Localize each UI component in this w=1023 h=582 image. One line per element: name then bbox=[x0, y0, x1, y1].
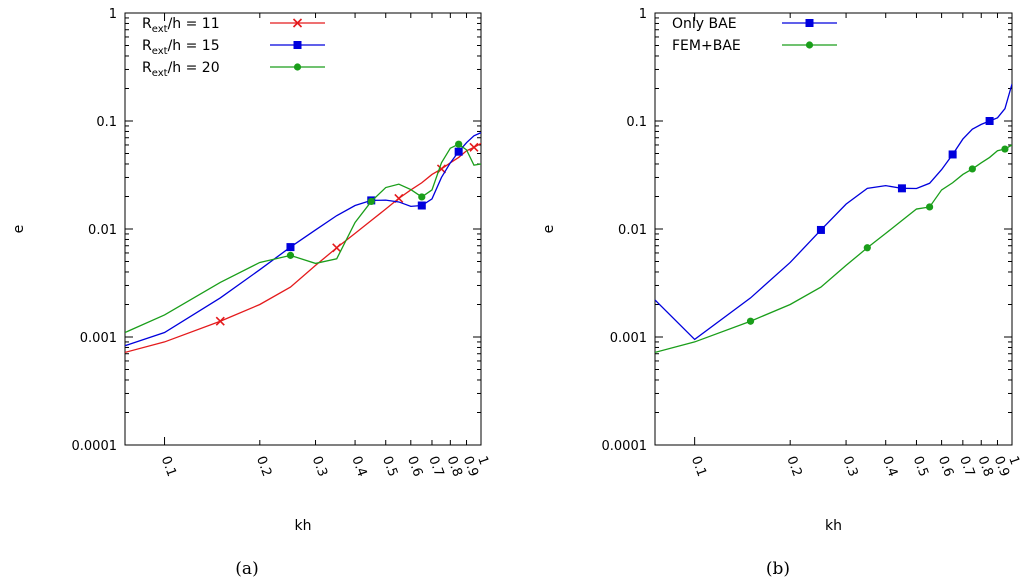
x-tick-label: 0.3 bbox=[839, 454, 860, 479]
y-tick-label: 0.0001 bbox=[602, 439, 648, 454]
x-tick-label: 0.4 bbox=[879, 454, 900, 479]
x-tick-label: 0.9 bbox=[991, 454, 1012, 479]
x-tick-label: 1 bbox=[1005, 454, 1022, 467]
series-group bbox=[655, 83, 1012, 354]
legend-label: Rext/h = 15 bbox=[142, 38, 220, 57]
series-marker bbox=[286, 251, 295, 259]
series-line bbox=[655, 83, 1012, 341]
series-marker bbox=[454, 147, 463, 156]
y-tick-label: 0.0001 bbox=[72, 439, 118, 454]
y-tick-label: 0.01 bbox=[88, 223, 117, 238]
y-tick-label: 0.001 bbox=[610, 331, 647, 346]
series-marker bbox=[816, 225, 825, 234]
y-tick-label: 1 bbox=[639, 7, 647, 22]
series-marker bbox=[286, 243, 295, 252]
chart-panel-a: 0.0001 0.001 0.01 0.1 1 0.1 0.2 0.3 0.4 0.5 0.6 0.7… bbox=[11, 7, 491, 579]
legend-swatch-marker bbox=[293, 41, 302, 49]
legend-label: FEM+BAE bbox=[672, 38, 741, 54]
panel-caption: (b) bbox=[766, 559, 790, 579]
x-tick-label: 1 bbox=[474, 454, 491, 467]
plot-frame bbox=[124, 12, 482, 446]
x-tick-label: 0.1 bbox=[688, 454, 709, 479]
x-tick-label: 0.8 bbox=[974, 454, 995, 479]
legend-swatch-marker bbox=[805, 41, 814, 49]
x-tick-label: 0.5 bbox=[379, 454, 400, 479]
series-marker bbox=[926, 203, 934, 211]
series-marker bbox=[332, 243, 342, 253]
x-axis-label: kh bbox=[825, 518, 842, 534]
legend-swatch-marker bbox=[293, 63, 302, 71]
legend-swatch-marker bbox=[805, 19, 814, 27]
series-marker bbox=[1001, 145, 1009, 153]
series-marker bbox=[215, 316, 225, 326]
series-marker bbox=[746, 317, 755, 325]
series-marker bbox=[367, 197, 375, 206]
series-marker bbox=[985, 117, 994, 125]
series-line bbox=[125, 142, 481, 354]
series-marker bbox=[968, 165, 976, 173]
y-tick-label: 0.1 bbox=[626, 115, 647, 130]
series-marker bbox=[863, 244, 871, 252]
series-marker bbox=[469, 142, 479, 152]
y-tick-label: 0.1 bbox=[96, 115, 117, 130]
x-tick-label: 0.3 bbox=[309, 454, 330, 479]
y-tick-label: 1 bbox=[109, 7, 117, 22]
x-tick-label: 0.7 bbox=[425, 454, 446, 479]
chart-panel-b: 0.0001 0.001 0.01 0.1 1 0.1 0.2 0.3 0.4 0.5 0.6 0.7… bbox=[541, 7, 1022, 579]
series-marker bbox=[897, 184, 906, 193]
legend-label: Rext/h = 11 bbox=[142, 16, 220, 35]
x-tick-label: 0.6 bbox=[404, 454, 425, 479]
x-tick-label: 0.5 bbox=[910, 454, 931, 479]
series-group bbox=[125, 132, 481, 354]
x-axis-label: kh bbox=[295, 518, 312, 534]
x-tick-label: 0.9 bbox=[460, 454, 481, 479]
plot-frame bbox=[654, 12, 1013, 446]
series-line bbox=[655, 144, 1012, 354]
y-tick-label: 0.01 bbox=[618, 223, 647, 238]
legend-label: Only BAE bbox=[672, 16, 737, 32]
x-tick-label: 0.8 bbox=[444, 454, 465, 479]
series-marker bbox=[418, 193, 426, 201]
x-tick-label: 0.6 bbox=[935, 454, 956, 479]
x-tick-label: 0.2 bbox=[783, 454, 804, 479]
x-tick-label: 0.2 bbox=[253, 454, 274, 479]
series-marker bbox=[455, 140, 463, 148]
legend-label: Rext/h = 20 bbox=[142, 60, 220, 79]
series-line bbox=[125, 132, 481, 347]
legend-swatch-marker bbox=[292, 18, 303, 28]
x-tick-label: 0.1 bbox=[158, 454, 179, 479]
panel-caption: (a) bbox=[235, 559, 258, 579]
y-tick-label: 0.001 bbox=[80, 331, 117, 346]
x-tick-label: 0.7 bbox=[956, 454, 977, 479]
x-tick-label: 0.4 bbox=[348, 454, 369, 479]
y-axis-label: e bbox=[11, 225, 27, 234]
y-axis-label: e bbox=[541, 225, 557, 234]
series-marker bbox=[948, 150, 957, 159]
series-marker bbox=[417, 201, 426, 210]
